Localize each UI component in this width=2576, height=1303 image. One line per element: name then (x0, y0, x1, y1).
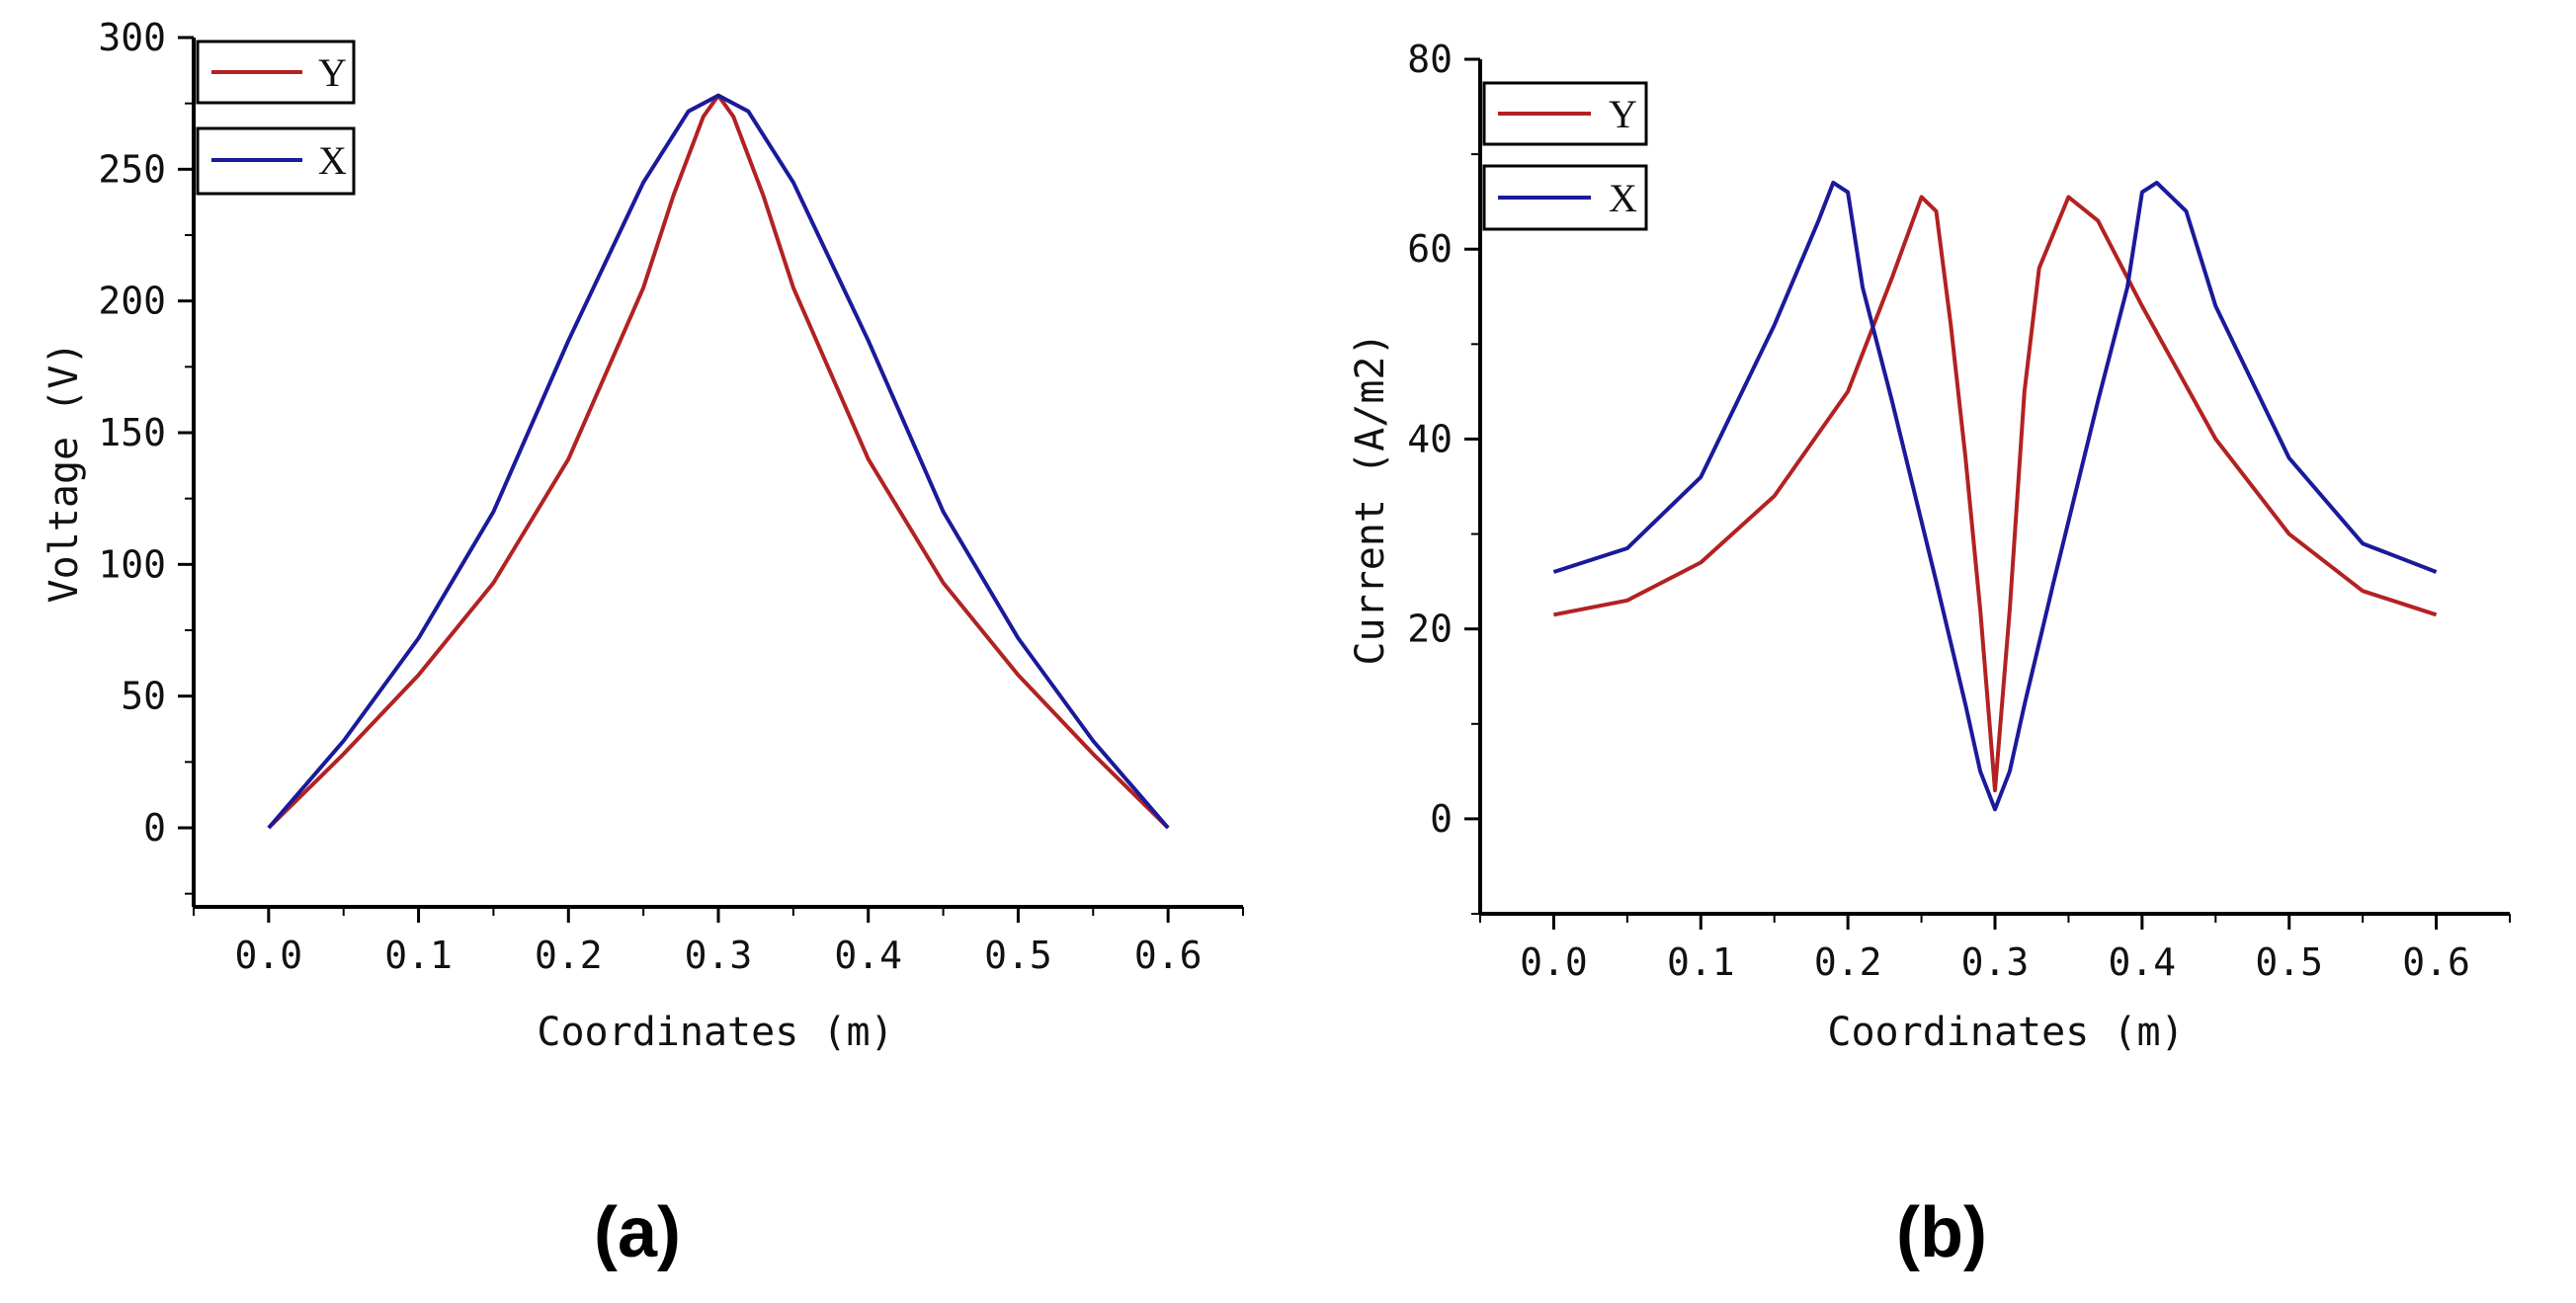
panel-b-series (1552, 180, 2438, 812)
panel-b-y-tick-label: 40 (1407, 417, 1453, 460)
panel-a-x-tick-label: 0.5 (984, 934, 1052, 977)
panel-b-x-tick-label: 0.2 (1814, 940, 1882, 984)
panel-b-y-tick-label: 80 (1407, 38, 1453, 81)
panel-a-y-tick-label: 100 (98, 542, 166, 586)
panel-b-series-X-line (1552, 180, 2438, 812)
panel-b-x-axis-title: Coordinates (m) (1827, 1010, 2184, 1055)
panel-a-x-tick-label: 0.3 (685, 934, 753, 977)
panel-a-y-tick-label: 0 (143, 806, 166, 850)
panel-b-label: (b) (1896, 1193, 1987, 1272)
panel-b-legend: Y X (1482, 81, 1648, 231)
panel-a-y-tick-label: 150 (98, 411, 166, 454)
panel-a-y-axis-title: Voltage (V) (42, 342, 87, 604)
panel-b-legend-label-Y: Y (1609, 92, 1637, 136)
panel-b-y-tick-label: 0 (1430, 797, 1453, 841)
panel-a-series-X-line (267, 93, 1170, 830)
chart-panel-a: 0.0 0.1 0.2 0.3 0.4 0.5 0.6050100150200250300 … (42, 16, 1244, 1272)
chart-panel-b: 0.0 0.1 0.2 0.3 0.4 0.5 0.6 0 20 40 60 80 Coordinat… (1348, 38, 2511, 1272)
panel-a-y-tick-label: 300 (98, 16, 166, 59)
panel-b-series-Y-line (1553, 195, 2438, 793)
panel-a-x-axis-title: Coordinates (m) (537, 1010, 893, 1055)
panel-a-x-tick-label: 0.2 (535, 934, 603, 977)
panel-a-y-tick-label: 250 (98, 147, 166, 191)
panel-b-y-axis-title: Current (A/m2) (1348, 332, 1393, 665)
panel-a-legend-label-Y: Y (318, 50, 347, 95)
panel-b-x-tick-label: 0.6 (2402, 940, 2470, 984)
panel-a-x-tick-label: 0.6 (1134, 934, 1203, 977)
panel-a-x-tick-label: 0.0 (235, 934, 303, 977)
panel-a-series-Y-line (267, 93, 1170, 830)
panel-b-x-tick-label: 0.0 (1520, 940, 1588, 984)
panel-a-y-tick-label: 200 (98, 280, 166, 323)
panel-a-y-tick-label: 50 (121, 675, 166, 718)
panel-b-legend-label-X: X (1609, 176, 1637, 220)
panel-a-label: (a) (594, 1193, 681, 1272)
panel-a-x-tick-label: 0.1 (384, 934, 453, 977)
panel-b-x-tick-label: 0.1 (1667, 940, 1735, 984)
panel-b-y-tick-label: 20 (1407, 608, 1453, 651)
panel-a-series (267, 93, 1170, 830)
panel-b-x-tick-label: 0.3 (1961, 940, 2030, 984)
panel-b-x-tick-label: 0.4 (2109, 940, 2177, 984)
panel-a-legend-label-X: X (318, 138, 347, 183)
panel-b-y-tick-label: 60 (1407, 227, 1453, 271)
panel-a-legend: Y X (196, 40, 356, 196)
panel-a-x-tick-label: 0.4 (834, 934, 902, 977)
panel-a-ticks: 0.0 0.1 0.2 0.3 0.4 0.5 0.6 0 50 100 150 200 250 300 (98, 16, 1244, 977)
panel-b-x-tick-label: 0.5 (2255, 940, 2323, 984)
